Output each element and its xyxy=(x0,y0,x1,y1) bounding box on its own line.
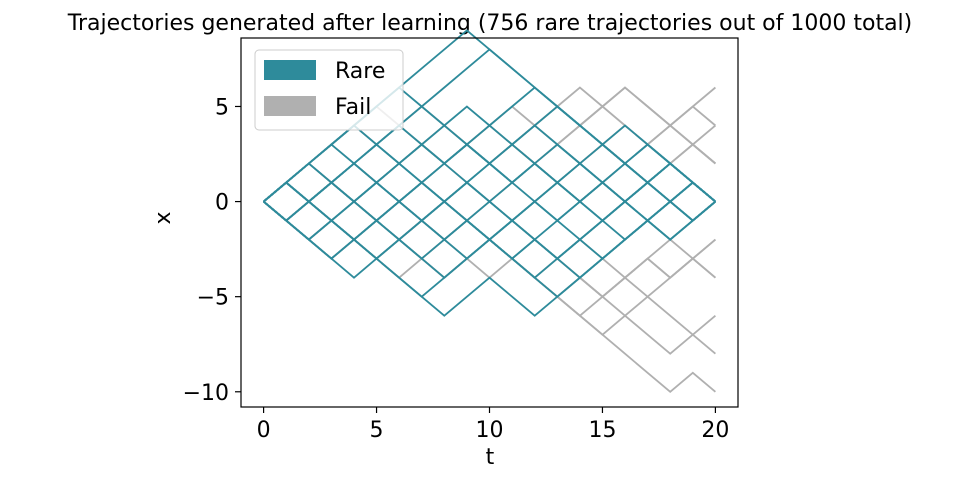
trajectory-rare-11 xyxy=(263,181,716,279)
chart-title: Trajectories generated after learning (7… xyxy=(67,11,913,36)
y-axis-label: x xyxy=(151,211,176,224)
legend-swatch-fail xyxy=(264,96,316,116)
trajectory-rare-19 xyxy=(263,124,716,222)
trajectory-fail-8 xyxy=(263,200,716,298)
trajectory-rare-13 xyxy=(263,105,716,203)
x-tick-label: 20 xyxy=(701,418,729,443)
trajectory-rare-10 xyxy=(263,181,716,279)
trajectory-rare-12 xyxy=(263,200,716,298)
legend-label-rare: Rare xyxy=(335,59,385,84)
trajectory-rare-6 xyxy=(263,143,716,241)
trajectory-rare-18 xyxy=(263,162,716,260)
trajectory-rare-14 xyxy=(263,143,716,241)
y-tick-label: 0 xyxy=(215,191,229,216)
legend-label-fail: Fail xyxy=(335,95,371,120)
trajectory-rare-8 xyxy=(263,124,716,222)
y-tick-label: 5 xyxy=(215,95,229,120)
trajectory-rare-17 xyxy=(263,143,716,260)
axis-ticks: 0 5 10 15 20 −10 −5 0 5 xyxy=(183,95,730,443)
legend: Rare Fail xyxy=(254,49,404,131)
trajectory-lines xyxy=(263,29,716,393)
trajectory-rare-16 xyxy=(263,143,716,241)
x-tick-label: 0 xyxy=(257,418,271,443)
x-tick-label: 10 xyxy=(476,418,504,443)
trajectory-rare-15 xyxy=(263,181,716,279)
y-tick-label: −10 xyxy=(183,381,229,406)
x-axis-label: t xyxy=(486,445,495,470)
x-tick-label: 5 xyxy=(370,418,384,443)
legend-swatch-rare xyxy=(264,60,316,80)
trajectory-fail-9 xyxy=(263,200,716,298)
y-tick-label: −5 xyxy=(197,286,229,311)
x-tick-label: 15 xyxy=(588,418,616,443)
trajectory-fail-3 xyxy=(263,124,716,222)
